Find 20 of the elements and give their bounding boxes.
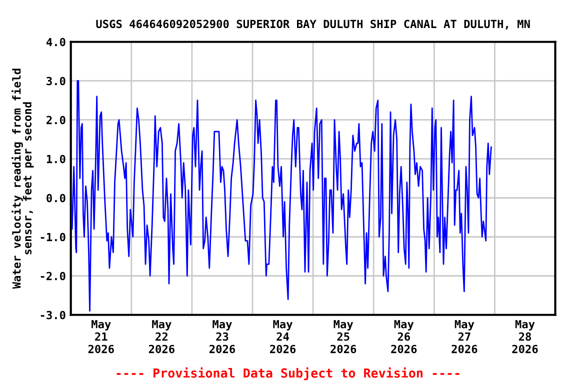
y-tick-label: -2.0 [40, 272, 66, 280]
text: ---- Provisional Data Subject to Revision ---- [116, 367, 460, 380]
x-tick-label: May 22 2026 [148, 320, 174, 354]
line-series [70, 80, 492, 312]
x-tick-label: May 28 2026 [512, 320, 538, 354]
x-tick-label: May 21 2026 [88, 320, 114, 354]
y-tick-label: 0.0 [46, 194, 66, 202]
x-tick-label: May 24 2026 [270, 320, 296, 354]
x-tick-label: May 25 2026 [330, 320, 356, 354]
y-tick-label: 1.0 [46, 154, 66, 164]
y-tick-label: 2.0 [46, 116, 66, 124]
y-axis-title: Water velocity reading from field sensor, feet per second [12, 68, 34, 289]
y-tick-label: -1.0 [40, 232, 66, 242]
chart-title: USGS 464646092052900 SUPERIOR BAY DULUTH SHIP CANAL AT DULUTH, MN [96, 20, 530, 30]
x-tick-label: May 26 2026 [391, 320, 417, 354]
y-tick-label: 3.0 [46, 76, 66, 86]
y-tick-label: -3.0 [40, 310, 66, 320]
x-tick-label: May 23 2026 [209, 320, 236, 354]
x-tick-label: May 27 2026 [452, 320, 478, 354]
y-tick-label: 4.0 [46, 38, 66, 46]
